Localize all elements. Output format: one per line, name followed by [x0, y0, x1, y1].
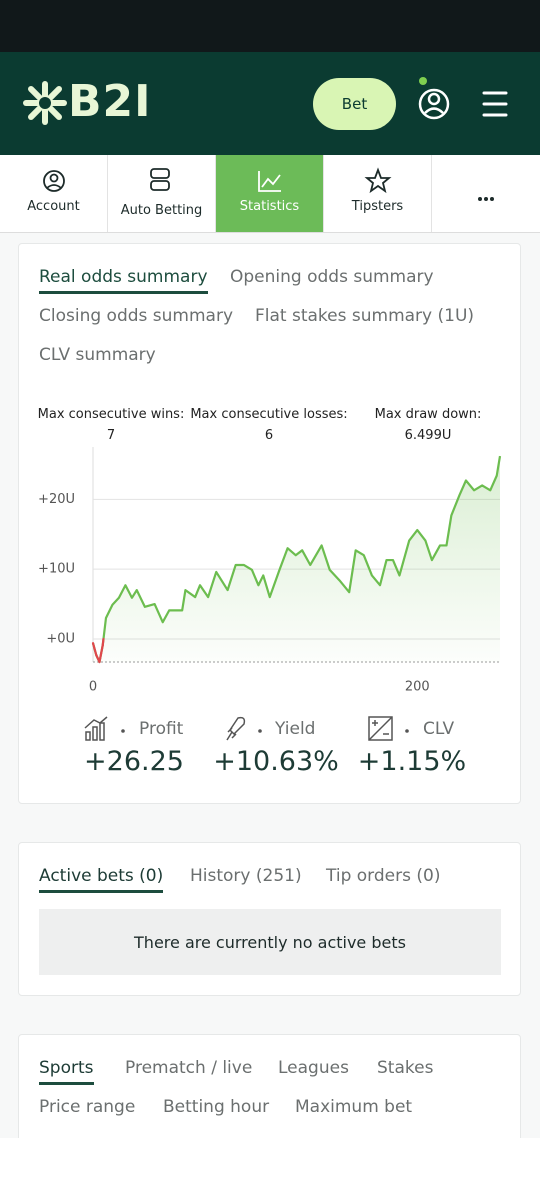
nav-tab[interactable]: Tipsters: [324, 155, 432, 232]
streak-label: Max consecutive wins:: [37, 407, 185, 422]
header-icons: [418, 77, 508, 120]
y-tick-label: +0U: [46, 631, 75, 646]
nav-label: Auto Betting: [120, 203, 203, 218]
streak-value: 6.499U: [404, 428, 452, 443]
streak-label: Max draw down:: [374, 407, 482, 422]
filter-tab[interactable]: Stakes: [377, 1058, 434, 1078]
x-tick-label: 200: [405, 680, 430, 695]
bets-tab[interactable]: Tip orders (0): [326, 866, 441, 886]
metric-value: +1.15%: [357, 746, 467, 777]
bet-button[interactable]: Bet: [313, 78, 396, 130]
profit-chart: +0U +10U +20U 0 200: [38, 447, 502, 695]
summary-tab[interactable]: CLV summary: [39, 345, 156, 365]
bets-tab[interactable]: History (251): [190, 866, 302, 886]
negative-segment: [91, 642, 98, 657]
summary-tab[interactable]: Opening odds summary: [230, 267, 434, 287]
metric-label: Yield: [275, 719, 316, 739]
status-bar: [0, 0, 540, 52]
profit-area: [93, 456, 500, 662]
logo[interactable]: B2I: [68, 76, 152, 127]
summary-tab[interactable]: Flat stakes summary (1U): [255, 306, 475, 326]
y-tick-label: +20U: [38, 492, 75, 507]
empty-message: There are currently no active bets: [39, 909, 501, 975]
filter-tab[interactable]: Leagues: [278, 1058, 349, 1078]
logo-icon: [23, 81, 67, 125]
metric-icons: [84, 716, 409, 741]
summary-tab[interactable]: Real odds summary: [39, 267, 208, 294]
nav-label: Tipsters: [351, 199, 404, 214]
bets-tab[interactable]: Active bets (0): [39, 866, 164, 893]
negative-segment: [98, 644, 104, 664]
x-tick-label: 0: [89, 680, 97, 695]
summary-card: [18, 243, 521, 804]
metric-value: +26.25: [84, 746, 184, 777]
metric-label: CLV: [423, 719, 455, 739]
nav-tab[interactable]: Statistics: [216, 155, 324, 232]
app-header: [0, 52, 540, 155]
filter-tab[interactable]: Sports: [39, 1058, 94, 1085]
metric-value: +10.63%: [213, 746, 339, 777]
y-tick-label: +10U: [38, 562, 75, 577]
streak-label: Max consecutive losses:: [190, 407, 348, 422]
nav-icons: [43, 167, 494, 201]
negative-segment: [101, 637, 105, 647]
filter-tab[interactable]: Price range: [39, 1097, 136, 1117]
nav-tab[interactable]: Account: [0, 155, 108, 232]
filter-tab[interactable]: Prematch / live: [125, 1058, 253, 1078]
filter-tab[interactable]: Maximum bet: [295, 1097, 413, 1117]
metric-label: Profit: [139, 719, 184, 739]
filter-tab[interactable]: Betting hour: [163, 1097, 270, 1117]
profit-line: [91, 455, 502, 664]
streak-value: 6: [264, 428, 274, 443]
nav-label: Account: [27, 199, 80, 214]
summary-tab[interactable]: Closing odds summary: [39, 306, 234, 326]
bottom-bar: [0, 1138, 540, 1199]
streak-value: 7: [106, 428, 116, 443]
nav-tab[interactable]: Auto Betting: [108, 155, 216, 232]
nav-label: Statistics: [239, 199, 300, 214]
